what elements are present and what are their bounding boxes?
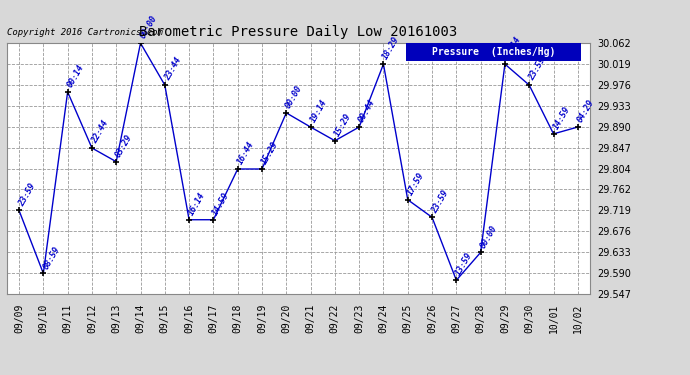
Text: 16:44: 16:44 <box>235 140 256 166</box>
Text: 01:14: 01:14 <box>503 35 523 62</box>
Text: 13:59: 13:59 <box>454 251 475 278</box>
Text: 23:59: 23:59 <box>17 182 37 208</box>
Text: 23:59: 23:59 <box>527 56 547 82</box>
Text: Copyright 2016 Cartronics.com: Copyright 2016 Cartronics.com <box>7 28 163 37</box>
Text: 00:00: 00:00 <box>138 14 159 40</box>
Text: 08:59: 08:59 <box>41 244 61 271</box>
Text: 23:44: 23:44 <box>163 56 183 82</box>
Text: 00:00: 00:00 <box>284 84 304 110</box>
Text: 14:59: 14:59 <box>211 191 231 217</box>
Text: 15:29: 15:29 <box>333 112 353 138</box>
Text: 23:59: 23:59 <box>430 188 450 214</box>
Text: 04:29: 04:29 <box>575 98 596 124</box>
Text: 15:29: 15:29 <box>259 140 280 166</box>
Text: 00:00: 00:00 <box>478 224 499 250</box>
Text: 00:44: 00:44 <box>357 98 377 124</box>
Text: 00:14: 00:14 <box>66 63 86 89</box>
Text: 19:14: 19:14 <box>308 98 328 124</box>
Text: 14:59: 14:59 <box>551 105 571 131</box>
Text: 18:29: 18:29 <box>381 35 402 62</box>
Text: 22:44: 22:44 <box>90 119 110 145</box>
Title: Barometric Pressure Daily Low 20161003: Barometric Pressure Daily Low 20161003 <box>139 25 457 39</box>
Text: 16:14: 16:14 <box>187 191 207 217</box>
Text: 03:29: 03:29 <box>114 133 135 159</box>
Text: 17:59: 17:59 <box>406 171 426 197</box>
